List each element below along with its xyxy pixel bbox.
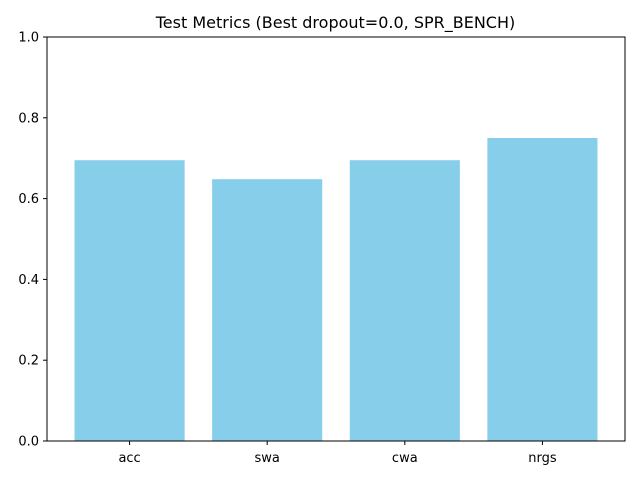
y-tick-label-0.0: 0.0 xyxy=(18,435,39,450)
y-tick-label-0.4: 0.4 xyxy=(18,273,39,288)
plot-frame xyxy=(46,36,626,442)
bar-nrgs xyxy=(487,138,598,441)
y-tick-label-0.2: 0.2 xyxy=(18,354,39,369)
x-axis: acc swa cwa nrgs xyxy=(118,441,557,466)
bars-group xyxy=(74,138,598,441)
y-tick-label-0.8: 0.8 xyxy=(18,111,39,126)
x-tick-label-acc: acc xyxy=(118,451,140,466)
x-tick-label-swa: swa xyxy=(255,451,280,466)
y-tick-label-1.0: 1.0 xyxy=(18,31,39,46)
bar-swa xyxy=(212,179,323,441)
x-tick-label-cwa: cwa xyxy=(392,451,418,466)
bar-acc xyxy=(74,160,185,441)
bar-cwa xyxy=(349,160,460,441)
y-tick-label-0.6: 0.6 xyxy=(18,192,39,207)
chart-title: Test Metrics (Best dropout=0.0, SPR_BENC… xyxy=(155,13,516,33)
x-tick-label-nrgs: nrgs xyxy=(528,451,557,466)
y-axis: 0.0 0.2 0.4 0.6 0.8 1.0 xyxy=(18,31,47,450)
